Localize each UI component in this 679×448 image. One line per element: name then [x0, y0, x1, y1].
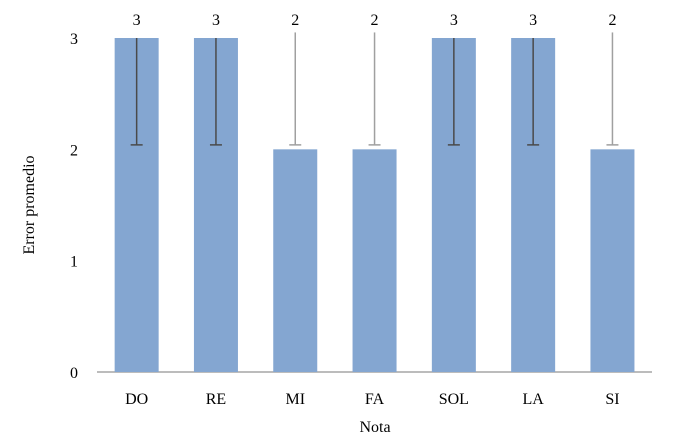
y-tick-label: 3: [70, 31, 78, 48]
data-label: 2: [291, 12, 299, 29]
y-axis-title: Error promedio: [21, 155, 38, 254]
bar-si: [590, 149, 635, 372]
bar-mi: [273, 149, 318, 372]
data-label: 3: [133, 12, 141, 29]
data-label: 3: [529, 12, 537, 29]
x-tick-label: MI: [285, 391, 305, 408]
data-label: 3: [212, 12, 220, 29]
x-axis-title: Nota: [359, 419, 390, 436]
y-tick-label: 1: [70, 254, 78, 271]
x-tick-label: RE: [206, 391, 226, 408]
data-label: 3: [450, 12, 458, 29]
y-tick-label: 0: [70, 365, 78, 382]
data-label: 2: [371, 12, 379, 29]
x-tick-label: DO: [125, 391, 148, 408]
data-label: 2: [608, 12, 616, 29]
y-tick-label: 2: [70, 142, 78, 159]
x-tick-label: SOL: [439, 391, 469, 408]
bar-fa: [352, 149, 397, 372]
x-tick-label: FA: [365, 391, 385, 408]
x-tick-label: SI: [605, 391, 619, 408]
x-tick-label: LA: [522, 391, 544, 408]
